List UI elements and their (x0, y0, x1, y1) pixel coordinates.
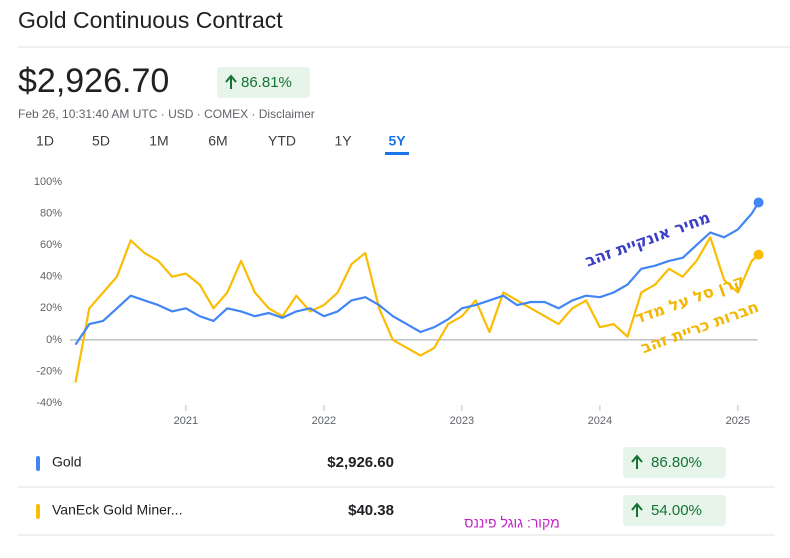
x-tick-label: 2025 (726, 415, 750, 427)
y-tick-label: 20% (40, 302, 62, 314)
change-pill (217, 67, 310, 98)
y-tick-label: 40% (40, 271, 62, 283)
series-line (74, 201, 760, 346)
tabs: 1D 5D 1M 6M YTD 1Y 5Y (36, 133, 409, 155)
legend-swatch (36, 456, 40, 471)
up-arrow (631, 502, 643, 517)
range-tab[interactable]: 6M (208, 133, 227, 149)
range-tab[interactable]: 1D (36, 133, 54, 149)
meta: Feb 26, 10:31:40 AM UTC · USD · COMEX · … (18, 107, 315, 121)
range-tab[interactable]: 1M (149, 133, 168, 149)
change: 86.81% (241, 74, 292, 91)
range-tab[interactable]: YTD (268, 133, 296, 149)
comparison-table: Gold $2,926.60 86.80% VanEck Gold Miner... $… (18, 447, 775, 536)
x-tick-label: 2023 (450, 415, 474, 427)
source: מקור: גוגל פיננס (464, 515, 559, 531)
title: Gold Continuous Contract (18, 7, 283, 33)
price: $2,926.70 (18, 62, 169, 100)
tab-underline (385, 152, 409, 155)
chart: -40% -20% 0% 20% 40% 60% 80% 100% 2021 2022 2023 20… (34, 176, 764, 427)
y-tick-label: 100% (34, 176, 62, 188)
legend-label: VanEck Gold Miner... (52, 502, 182, 518)
y-tick-label: 0% (46, 334, 62, 346)
series-line (74, 236, 760, 383)
x-tick-label: 2024 (588, 415, 612, 427)
x-tick-label: 2021 (174, 415, 198, 427)
range-tab[interactable]: 5Y (388, 133, 406, 149)
row-change: 86.80% (651, 454, 702, 471)
row-price: $40.38 (348, 502, 394, 519)
y-tick-label: 80% (40, 207, 62, 219)
row-price: $2,926.60 (327, 454, 394, 471)
x-tick-label: 2022 (312, 415, 336, 427)
range-tab[interactable]: 1Y (334, 133, 352, 149)
end-dot (753, 197, 764, 208)
annotation: מחיר אונקיית זהב (583, 208, 713, 271)
change-pill (623, 447, 726, 478)
legend-swatch (36, 504, 40, 519)
range-tab[interactable]: 5D (92, 133, 110, 149)
y-tick-label: -20% (36, 365, 62, 377)
end-dot (753, 249, 764, 260)
row-change: 54.00% (651, 502, 702, 519)
change-pill (623, 495, 726, 526)
y-tick-label: -40% (36, 397, 62, 409)
up-arrow (225, 74, 237, 89)
y-tick-label: 60% (40, 239, 62, 251)
legend-label: Gold (52, 454, 82, 470)
up-arrow (631, 454, 643, 469)
